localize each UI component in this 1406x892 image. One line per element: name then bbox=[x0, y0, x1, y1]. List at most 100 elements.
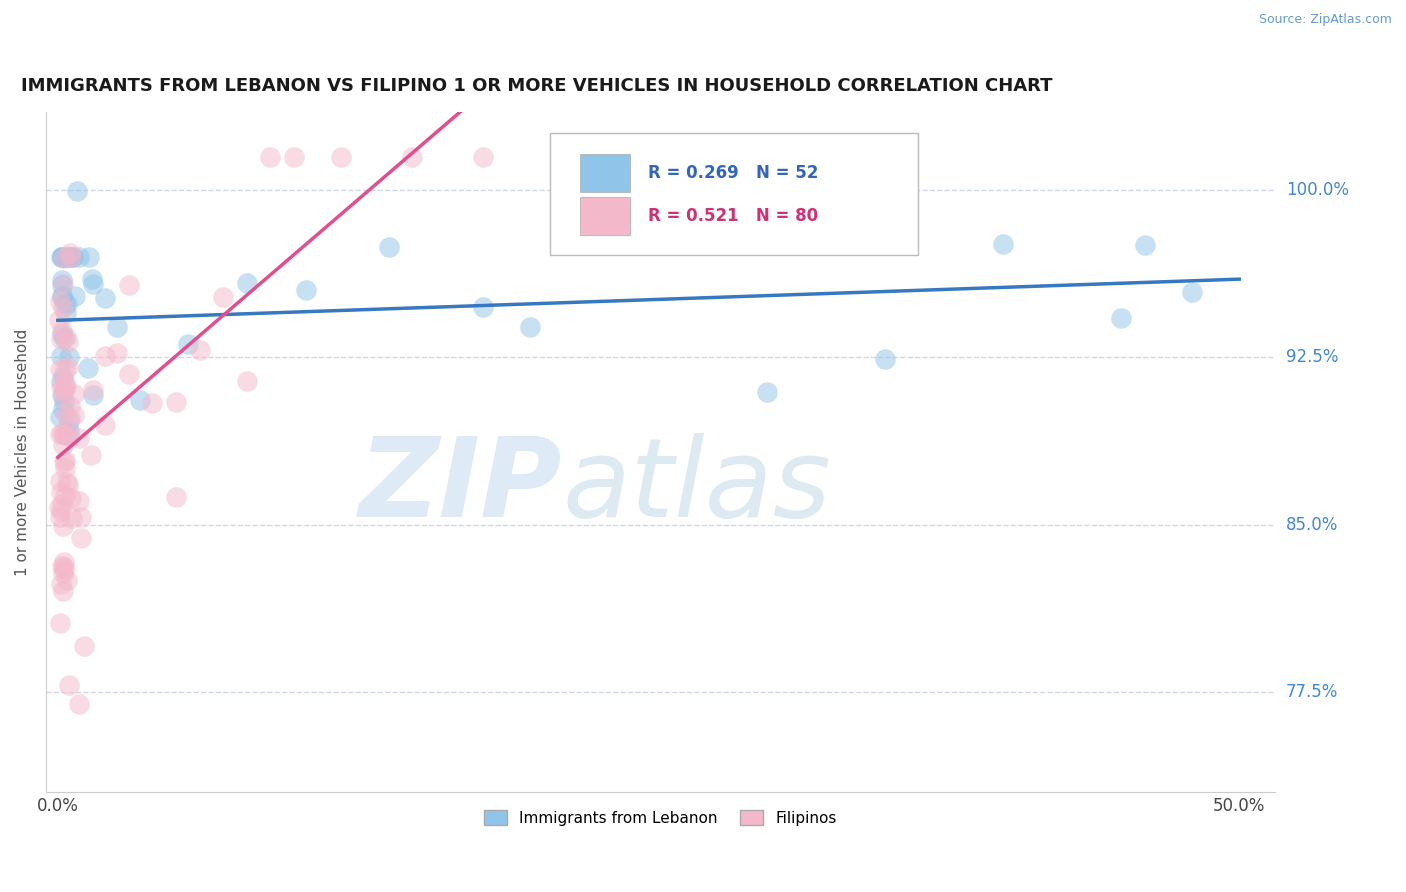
Point bbox=[991, 236, 1014, 251]
Point bbox=[52, 566, 75, 581]
Point bbox=[49, 484, 72, 499]
Point bbox=[67, 431, 90, 445]
Point bbox=[48, 427, 70, 442]
Point bbox=[51, 326, 73, 341]
Point bbox=[472, 301, 495, 315]
Point bbox=[48, 475, 70, 489]
Point bbox=[118, 367, 141, 381]
Point bbox=[51, 324, 73, 338]
Point bbox=[58, 423, 80, 437]
Text: IMMIGRANTS FROM LEBANON VS FILIPINO 1 OR MORE VEHICLES IN HOUSEHOLD CORRELATION : IMMIGRANTS FROM LEBANON VS FILIPINO 1 OR… bbox=[21, 78, 1053, 95]
Point bbox=[52, 252, 75, 266]
Point bbox=[49, 349, 72, 363]
Point bbox=[53, 489, 76, 503]
Point bbox=[55, 306, 77, 320]
Point bbox=[295, 283, 318, 297]
Point bbox=[77, 250, 100, 264]
Point bbox=[67, 697, 90, 711]
Point bbox=[51, 250, 73, 264]
Point bbox=[52, 375, 75, 389]
Point bbox=[49, 294, 72, 309]
Point bbox=[63, 408, 86, 422]
Point bbox=[118, 277, 141, 292]
Point bbox=[472, 150, 495, 164]
Point bbox=[94, 291, 117, 305]
Point bbox=[236, 374, 259, 388]
Point bbox=[1109, 311, 1132, 326]
Point bbox=[59, 410, 82, 425]
Point bbox=[52, 519, 75, 533]
Point bbox=[52, 388, 75, 402]
Point bbox=[637, 161, 659, 175]
Point bbox=[52, 584, 75, 599]
Point bbox=[58, 250, 80, 264]
Point bbox=[177, 337, 200, 351]
FancyBboxPatch shape bbox=[550, 133, 918, 255]
Point bbox=[52, 562, 75, 576]
Point bbox=[48, 500, 70, 515]
Point bbox=[55, 295, 77, 310]
Point bbox=[49, 379, 72, 393]
Point bbox=[53, 331, 76, 345]
Point bbox=[519, 320, 541, 334]
Point bbox=[49, 509, 72, 524]
Point bbox=[49, 409, 72, 424]
Point bbox=[51, 272, 73, 286]
Point bbox=[141, 395, 163, 409]
Point bbox=[1181, 285, 1204, 299]
Point bbox=[53, 380, 76, 394]
Point bbox=[52, 438, 75, 452]
Point bbox=[73, 639, 96, 653]
Point bbox=[60, 491, 83, 505]
Point bbox=[55, 330, 77, 344]
Point bbox=[67, 494, 90, 508]
Point bbox=[51, 559, 73, 574]
Point bbox=[53, 460, 76, 475]
Point bbox=[52, 301, 75, 315]
Point bbox=[58, 414, 80, 428]
Point bbox=[52, 427, 75, 442]
Y-axis label: 1 or more Vehicles in Household: 1 or more Vehicles in Household bbox=[15, 328, 30, 575]
Text: 85.0%: 85.0% bbox=[1286, 516, 1339, 533]
Point bbox=[62, 250, 84, 264]
Point bbox=[165, 395, 187, 409]
Point bbox=[59, 246, 82, 260]
Point bbox=[1133, 237, 1156, 252]
Point bbox=[53, 383, 76, 397]
Point bbox=[259, 150, 281, 164]
Point bbox=[53, 407, 76, 421]
Text: 100.0%: 100.0% bbox=[1286, 181, 1348, 199]
Point bbox=[48, 313, 70, 327]
Point bbox=[82, 277, 104, 291]
Point bbox=[105, 320, 128, 334]
Point bbox=[52, 559, 75, 574]
Point bbox=[80, 272, 103, 286]
Point bbox=[236, 276, 259, 290]
Point bbox=[94, 349, 117, 363]
Point bbox=[63, 289, 86, 303]
Point bbox=[58, 351, 80, 365]
Text: 92.5%: 92.5% bbox=[1286, 349, 1339, 367]
Point bbox=[52, 395, 75, 409]
Point bbox=[58, 250, 80, 264]
Point bbox=[188, 343, 211, 358]
Point bbox=[53, 362, 76, 376]
Point bbox=[51, 388, 73, 402]
Point bbox=[59, 430, 82, 444]
Point bbox=[330, 150, 353, 164]
Legend: Immigrants from Lebanon, Filipinos: Immigrants from Lebanon, Filipinos bbox=[478, 804, 844, 832]
Point bbox=[283, 150, 305, 164]
Point bbox=[60, 250, 83, 264]
Point bbox=[53, 250, 76, 264]
Point bbox=[82, 387, 104, 401]
Point bbox=[48, 361, 70, 376]
Point bbox=[51, 277, 73, 292]
Point bbox=[51, 290, 73, 304]
Point bbox=[58, 677, 80, 691]
Text: 77.5%: 77.5% bbox=[1286, 682, 1339, 701]
Point bbox=[52, 369, 75, 384]
Point bbox=[56, 297, 79, 311]
Point bbox=[53, 455, 76, 469]
Point bbox=[56, 334, 79, 349]
Point bbox=[53, 453, 76, 467]
